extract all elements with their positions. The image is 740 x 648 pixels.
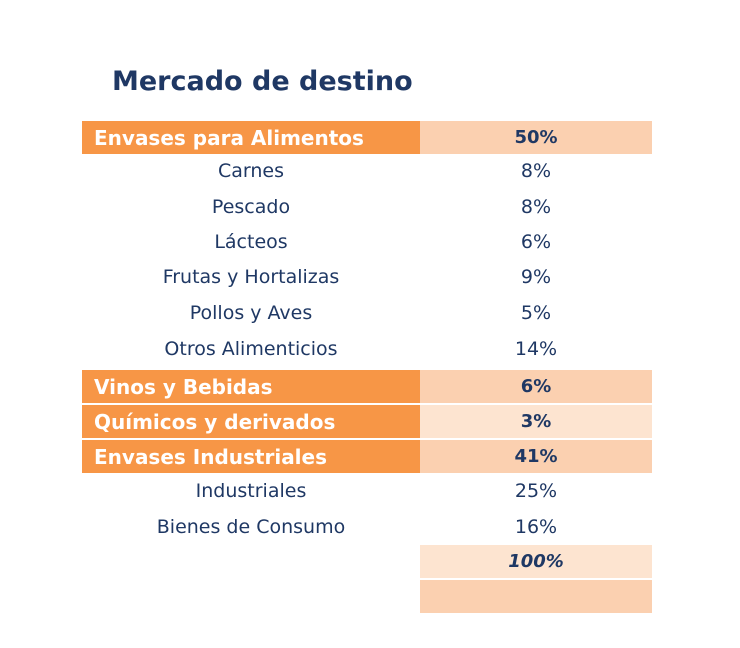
row-value: 6% xyxy=(420,370,652,403)
row-label: Vinos y Bebidas xyxy=(82,370,420,403)
table-row-industriales: Industriales 25% xyxy=(82,474,652,507)
row-value: 14% xyxy=(514,337,558,360)
row-value: 3% xyxy=(420,405,652,438)
row-label: Bienes de Consumo xyxy=(156,515,346,538)
row-label: Químicos y derivados xyxy=(82,405,420,438)
row-value xyxy=(420,580,652,613)
table-row-pollos-aves: Pollos y Aves 5% xyxy=(82,296,652,329)
table-row-vinos-bebidas: Vinos y Bebidas 6% xyxy=(82,370,652,403)
table-row-envases-alimentos: Envases para Alimentos 50% xyxy=(82,121,652,154)
table-row-frutas-hortalizas: Frutas y Hortalizas 9% xyxy=(82,260,652,293)
row-value: 8% xyxy=(520,195,552,218)
row-label: Envases Industriales xyxy=(82,440,420,473)
row-value: 25% xyxy=(514,479,558,502)
table-row-otros-alimenticios: Otros Alimenticios 14% xyxy=(82,332,652,365)
row-value: 41% xyxy=(420,440,652,473)
row-label: Frutas y Hortalizas xyxy=(162,265,340,288)
table-row-blank xyxy=(82,580,652,613)
row-value: 9% xyxy=(520,265,552,288)
table-row-carnes: Carnes 8% xyxy=(82,154,652,187)
row-label: Industriales xyxy=(195,479,307,502)
row-label xyxy=(82,580,420,613)
row-label xyxy=(82,545,420,578)
table-row-total: 100% xyxy=(82,545,652,578)
row-value: 8% xyxy=(520,159,552,182)
row-label: Carnes xyxy=(217,159,285,182)
table-row-bienes-consumo: Bienes de Consumo 16% xyxy=(82,510,652,543)
row-label: Pescado xyxy=(211,195,291,218)
row-label: Pollos y Aves xyxy=(189,301,313,324)
row-label: Otros Alimenticios xyxy=(164,337,338,360)
table-row-pescado: Pescado 8% xyxy=(82,190,652,223)
row-value: 5% xyxy=(520,301,552,324)
table-row-envases-industriales: Envases Industriales 41% xyxy=(82,440,652,473)
table-row-quimicos-derivados: Químicos y derivados 3% xyxy=(82,405,652,438)
row-value: 50% xyxy=(420,121,652,154)
page-title: Mercado de destino xyxy=(112,66,413,97)
table-row-lacteos: Lácteos 6% xyxy=(82,225,652,258)
total-value: 100% xyxy=(420,545,652,578)
row-label: Lácteos xyxy=(214,230,288,253)
row-label: Envases para Alimentos xyxy=(82,121,420,154)
row-value: 16% xyxy=(514,515,558,538)
row-value: 6% xyxy=(520,230,552,253)
